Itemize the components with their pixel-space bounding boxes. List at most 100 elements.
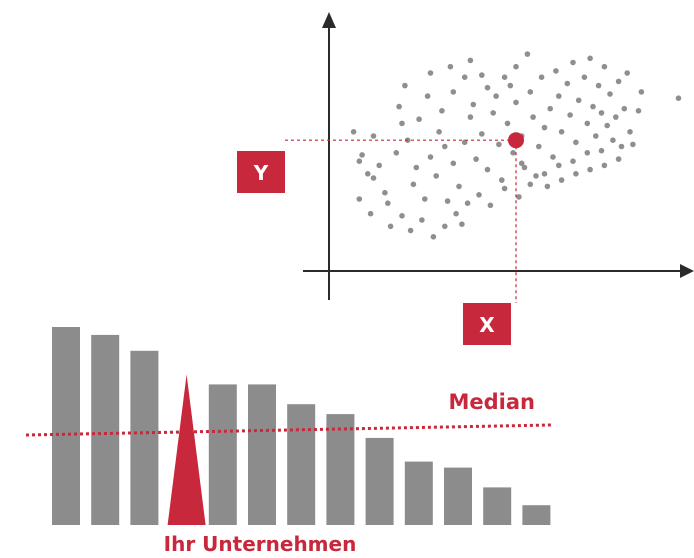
y-label-text: Y <box>253 161 269 185</box>
scatter-point <box>587 55 593 62</box>
scatter-point <box>536 143 542 150</box>
scatter-point <box>376 162 383 169</box>
scatter-point <box>393 150 400 156</box>
bar <box>326 414 355 525</box>
scatter-point <box>407 227 414 234</box>
scatter-point <box>615 78 622 85</box>
scatter-point <box>479 72 485 78</box>
scatter-point <box>638 89 645 95</box>
scatter-point <box>593 133 599 139</box>
scatter-point <box>365 171 371 177</box>
scatter-point <box>524 51 531 57</box>
scatter-point <box>467 114 474 120</box>
scatter-point <box>607 91 613 97</box>
bar <box>91 334 120 525</box>
scatter-point <box>518 160 525 167</box>
scatter-point <box>484 84 491 91</box>
scatter-point <box>413 164 420 171</box>
scatter-point <box>598 110 605 116</box>
scatter-point <box>573 139 579 146</box>
scatter-point <box>550 154 556 160</box>
scatter-point <box>527 181 534 188</box>
scatter-point <box>567 112 573 118</box>
scatter-point <box>584 150 591 156</box>
bar <box>444 467 472 525</box>
scatter-point <box>556 93 562 99</box>
scatter-point <box>604 122 610 129</box>
scatter-point <box>439 108 445 114</box>
scatter-point <box>530 114 536 120</box>
x-axis-arrow-icon <box>680 264 694 278</box>
scatter-point <box>470 101 477 108</box>
scatter-point <box>359 152 365 158</box>
scatter-point <box>590 103 596 110</box>
scatter-point <box>444 198 451 204</box>
scatter-point <box>370 175 377 181</box>
scatter-point <box>447 63 454 70</box>
scatter-point <box>541 124 548 131</box>
scatter-point <box>613 114 619 120</box>
scatter-point <box>624 70 630 76</box>
scatter-point <box>385 200 391 206</box>
scatter-point <box>387 223 394 230</box>
scatter-point <box>538 74 545 80</box>
scatter-point <box>533 173 539 179</box>
scatter-point <box>618 143 625 150</box>
bar <box>365 437 394 525</box>
x-label-box: X <box>463 303 511 345</box>
scatter-point <box>570 158 576 164</box>
bars <box>52 327 551 525</box>
scatter-point <box>419 217 425 223</box>
scatter-point <box>541 171 548 177</box>
scatter-point <box>479 131 485 137</box>
scatter-point <box>544 183 551 190</box>
scatter-point <box>356 196 363 202</box>
scatter-plot: Y X <box>237 12 694 345</box>
x-label-text: X <box>479 313 495 337</box>
scatter-point <box>442 223 448 230</box>
scatter-point <box>416 116 422 122</box>
bar <box>483 487 512 525</box>
scatter-point <box>570 59 576 66</box>
scatter-point <box>473 156 479 162</box>
bar <box>404 461 433 525</box>
scatter-point <box>450 160 457 167</box>
scatter-point <box>598 147 605 154</box>
company-marker <box>167 374 206 525</box>
scatter-points <box>350 51 682 240</box>
scatter-point <box>553 68 559 74</box>
highlight-point <box>508 132 524 149</box>
scatter-point <box>484 166 491 173</box>
scatter-point <box>584 120 591 127</box>
scatter-point <box>399 213 405 219</box>
scatter-point <box>370 133 377 139</box>
bar <box>208 384 237 525</box>
scatter-point <box>476 192 482 198</box>
scatter-point <box>350 129 357 135</box>
scatter-point <box>427 70 434 76</box>
scatter-point <box>573 171 579 177</box>
scatter-point <box>547 105 553 112</box>
scatter-point <box>513 99 519 106</box>
bar <box>52 327 80 525</box>
scatter-point <box>396 103 402 110</box>
scatter-point <box>424 93 431 99</box>
bar <box>130 350 159 525</box>
scatter-point <box>507 82 514 89</box>
scatter-point <box>581 74 588 80</box>
scatter-point <box>595 82 602 89</box>
scatter-point <box>442 143 448 150</box>
scatter-point <box>575 97 582 104</box>
scatter-point <box>427 154 434 160</box>
scatter-point <box>382 189 388 196</box>
scatter-point <box>493 93 499 99</box>
scatter-point <box>464 200 471 206</box>
scatter-point <box>436 129 442 135</box>
scatter-point <box>450 89 457 95</box>
scatter-point <box>564 80 571 87</box>
scatter-point <box>430 234 437 240</box>
scatter-point <box>510 150 516 156</box>
scatter-point <box>556 162 562 169</box>
scatter-point <box>422 196 428 202</box>
